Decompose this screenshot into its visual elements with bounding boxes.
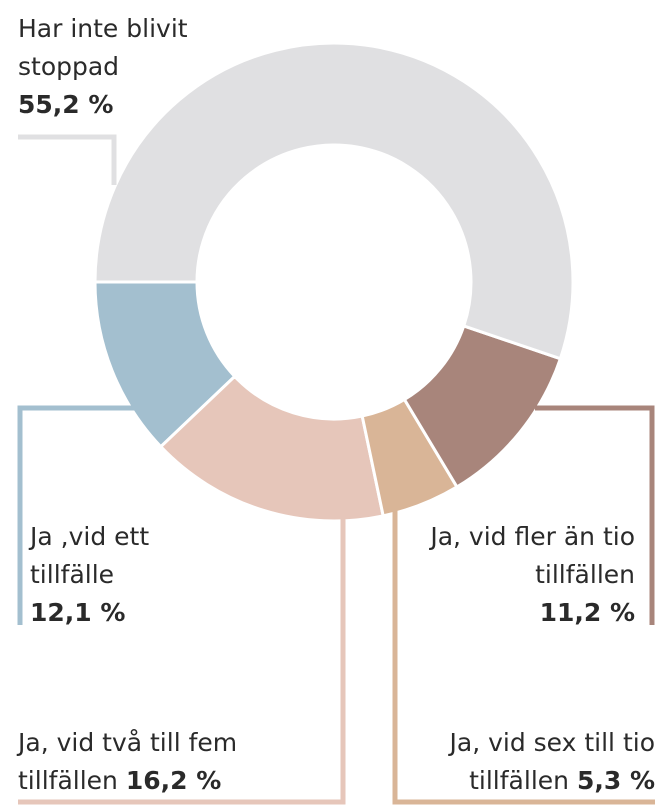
slice-label: Har inte blivit stoppad 55,2 % [18, 10, 248, 124]
category-label: Ja, vid sex till tio tillfällen [449, 728, 655, 795]
slice-label: Ja, vid sex till tio tillfällen 5,3 % [395, 724, 655, 800]
slice-label: Ja, vid två till fem tillfällen 16,2 % [18, 724, 298, 800]
value-label: 16,2 % [125, 766, 222, 795]
slice-label: Ja, vid fler än tio tillfällen 11,2 % [415, 518, 635, 632]
category-label: Har inte blivit stoppad [18, 14, 188, 81]
category-label: Ja ,vid ett tillfälle [30, 522, 150, 589]
slice [402, 324, 563, 490]
slice-label: Ja ,vid ett tillfälle 12,1 % [30, 518, 200, 632]
category-label: Ja, vid två till fem tillfällen [18, 728, 238, 795]
leader-lines [17, 134, 655, 805]
slice [158, 374, 385, 523]
category-label: Ja, vid fler än tio tillfällen [430, 522, 635, 589]
leader-line [18, 134, 117, 185]
slice [360, 397, 460, 518]
leader-line [18, 515, 346, 805]
value-label: 5,3 % [576, 766, 655, 795]
value-label: 12,1 % [30, 598, 126, 627]
slice [93, 41, 575, 361]
leader-line [17, 405, 135, 625]
leader-line [535, 405, 655, 625]
leader-line [392, 500, 655, 805]
value-label: 55,2 % [18, 90, 114, 119]
value-label: 11,2 % [539, 598, 635, 627]
